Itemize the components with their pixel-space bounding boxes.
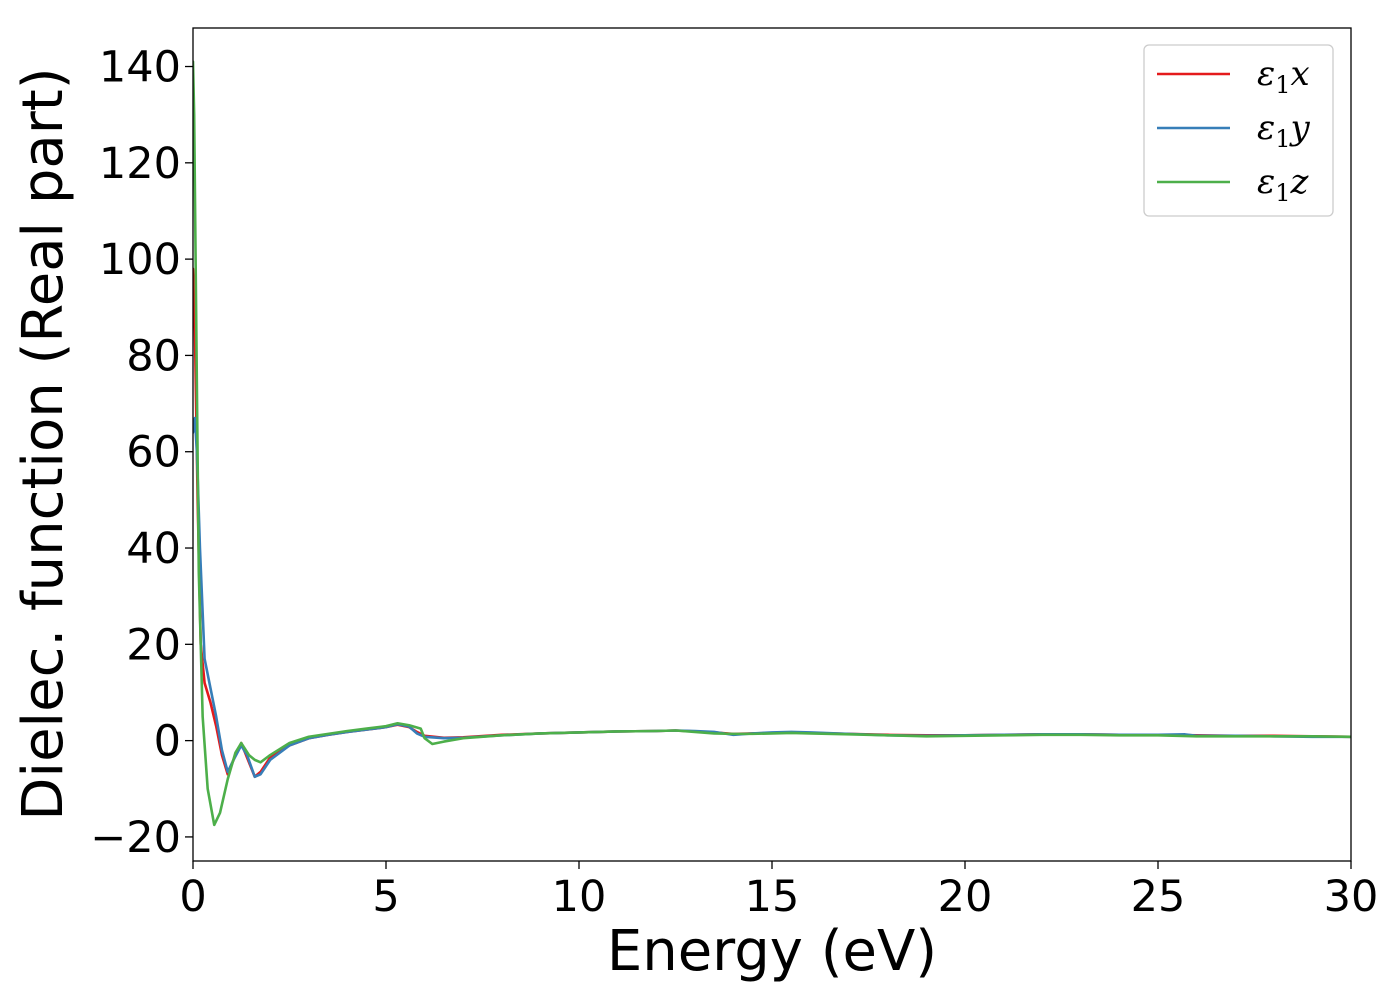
- y-tick-label: 100: [99, 235, 181, 285]
- x-tick-label: 30: [1324, 872, 1379, 922]
- x-tick-label: 20: [938, 872, 993, 922]
- y-tick-label: 140: [99, 43, 181, 93]
- series-line-x: [193, 267, 1351, 779]
- y-tick-label: 20: [126, 620, 181, 670]
- legend: ε1x ε1y ε1z: [1143, 44, 1334, 217]
- x-axis: 0 5 10 15 20 25 30: [179, 861, 1378, 922]
- y-tick-label: 0: [154, 717, 181, 767]
- series-line-z: [193, 60, 1351, 827]
- x-axis-title: Energy (eV): [607, 919, 937, 984]
- y-tick-label: −20: [90, 813, 181, 863]
- y-tick-label: 120: [99, 139, 181, 189]
- x-tick-label: 10: [552, 872, 607, 922]
- y-axis: −20 0 20 40 60 80 100 120 140: [90, 43, 193, 863]
- legend-label-x: ε1x: [1257, 54, 1310, 99]
- y-tick-label: 80: [126, 331, 181, 381]
- y-axis-title: Dielec. function (Real part): [11, 67, 76, 820]
- x-tick-label: 25: [1131, 872, 1186, 922]
- series-line-y: [193, 416, 1351, 779]
- y-tick-label: 60: [126, 428, 181, 478]
- x-tick-label: 0: [179, 872, 206, 922]
- legend-label-z: ε1z: [1257, 162, 1310, 207]
- x-tick-label: 5: [372, 872, 399, 922]
- legend-label-y: ε1y: [1257, 108, 1311, 153]
- x-tick-label: 15: [745, 872, 800, 922]
- series-layer: [193, 60, 1351, 827]
- legend-box: [1143, 44, 1334, 217]
- y-tick-label: 40: [126, 524, 181, 574]
